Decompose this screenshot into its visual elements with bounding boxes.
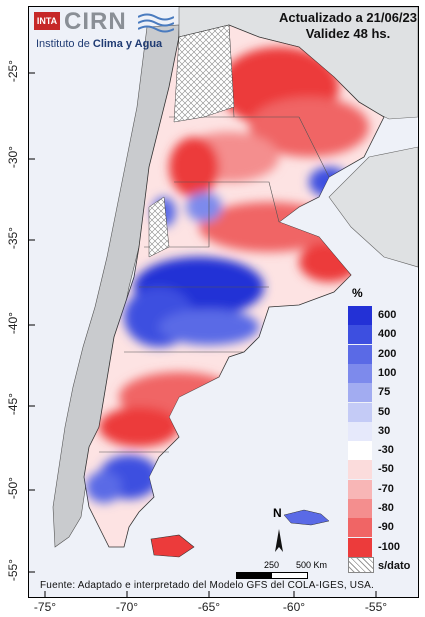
legend-swatch xyxy=(348,402,372,422)
legend-item: 30 xyxy=(348,421,418,441)
legend-swatch xyxy=(348,325,372,345)
legend-swatch xyxy=(348,460,372,480)
legend-label: s/dato xyxy=(378,559,411,572)
legend-label: -100 xyxy=(378,540,401,553)
scale-label-end: 500 Km xyxy=(296,560,328,570)
inta-badge: INTA xyxy=(34,12,60,30)
legend-swatch xyxy=(348,556,374,573)
lat-label: -40° xyxy=(6,312,20,335)
scale-bar-graphic xyxy=(236,572,308,579)
legend-item: -30 xyxy=(348,441,418,461)
legend-label: 30 xyxy=(378,424,391,437)
legend-item: -50 xyxy=(348,460,418,480)
neighbor-land-east xyxy=(328,146,418,268)
legend-label: -30 xyxy=(378,444,394,457)
legend-swatch xyxy=(348,344,372,364)
legend-swatch xyxy=(348,383,372,403)
legend-item: -90 xyxy=(348,518,418,538)
legend-item: -70 xyxy=(348,479,418,499)
updated-date: Actualizado a 21/06/23 xyxy=(278,10,417,25)
lon-label: -75° xyxy=(33,600,57,614)
forecast-header: Actualizado a 21/06/23 Validez 48 hs. xyxy=(279,10,417,42)
no-data-area-andes xyxy=(148,196,170,258)
scale-label-mid: 250 xyxy=(264,560,280,570)
legend-swatch xyxy=(348,441,372,461)
legend-swatch xyxy=(348,537,372,557)
legend-label: 75 xyxy=(378,386,391,399)
legend-item: 100 xyxy=(348,363,418,383)
lon-label: -70° xyxy=(115,600,139,614)
legend-item: s/dato xyxy=(348,556,418,576)
map-frame xyxy=(28,6,419,598)
lon-label: -65° xyxy=(197,600,221,614)
lat-label: -35° xyxy=(6,227,20,250)
lat-label: -55° xyxy=(6,559,20,582)
map-canvas xyxy=(29,7,418,597)
north-arrow xyxy=(275,529,283,552)
province-borders xyxy=(99,24,330,453)
legend-item: 50 xyxy=(348,402,418,422)
tierra-del-fuego xyxy=(150,534,195,558)
legend-label: -70 xyxy=(378,482,394,495)
lon-label: -55° xyxy=(364,600,388,614)
legend-label: -90 xyxy=(378,521,394,534)
lon-label: -60° xyxy=(282,600,306,614)
lat-label: -25° xyxy=(6,60,20,83)
cirn-title: CIRN xyxy=(64,8,127,35)
legend-item: 200 xyxy=(348,344,418,364)
legend-swatch xyxy=(348,363,372,383)
legend-label: 50 xyxy=(378,405,391,418)
legend-label: 200 xyxy=(378,347,397,360)
graticule-ticks xyxy=(29,72,377,597)
lat-label: -30° xyxy=(6,146,20,169)
legend-label: 100 xyxy=(378,366,397,379)
lat-label: -50° xyxy=(6,477,20,500)
malvinas-islands xyxy=(283,509,330,526)
north-label: N xyxy=(273,506,282,520)
legend-item: -100 xyxy=(348,537,418,557)
source-note: Fuente: Adaptado e interpretado del Mode… xyxy=(40,580,374,591)
institute-subtitle: Instituto de Clima y Agua xyxy=(36,38,163,50)
waves-icon xyxy=(137,12,175,34)
legend-label: -50 xyxy=(378,463,394,476)
legend-label: 600 xyxy=(378,309,397,321)
lat-label: -45° xyxy=(6,393,20,416)
legend-item: 75 xyxy=(348,383,418,403)
legend-label: 400 xyxy=(378,328,397,341)
validity-text: Validez 48 hs. xyxy=(305,26,391,41)
legend-swatch xyxy=(348,518,372,538)
legend-item: 400 xyxy=(348,325,418,345)
legend-swatch xyxy=(348,479,372,499)
legend-swatch xyxy=(348,421,372,441)
legend-swatch xyxy=(348,499,372,518)
legend-label: -80 xyxy=(378,502,394,514)
legend-item: 600 xyxy=(348,306,418,325)
legend-item: -80 xyxy=(348,499,418,518)
no-data-area-north xyxy=(173,24,235,123)
legend-swatch xyxy=(348,306,372,325)
legend-unit: % xyxy=(352,286,363,300)
